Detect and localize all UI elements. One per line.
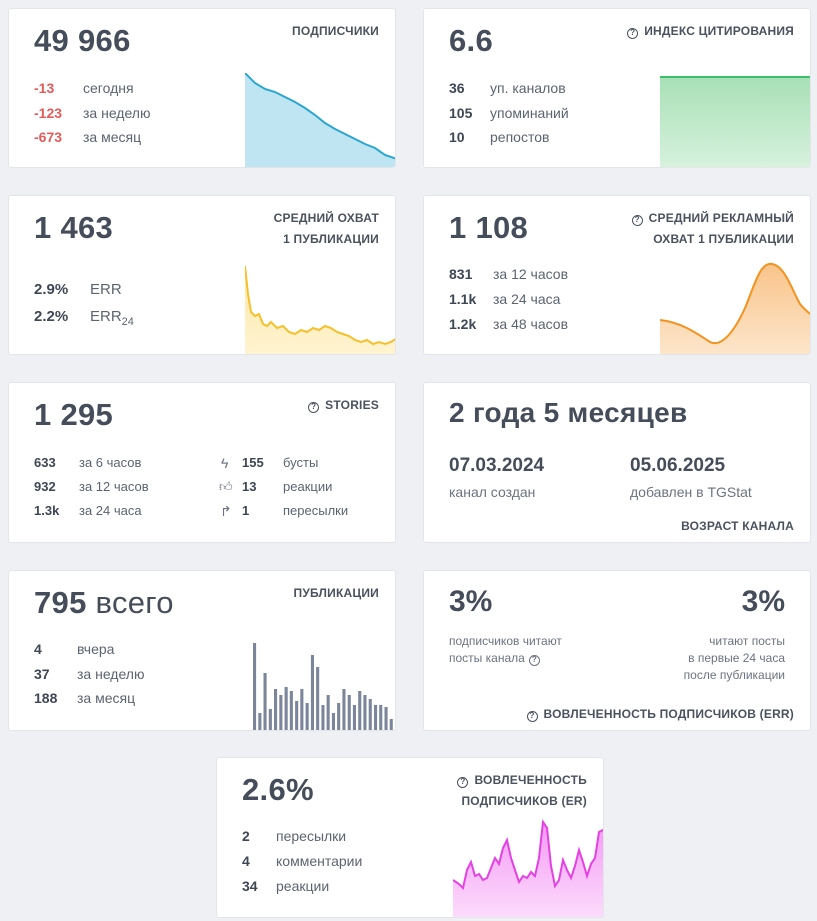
publications-bar (337, 703, 341, 730)
stories-title: ? STORIES (308, 395, 379, 416)
er-row-forwards: 2 пересылки (242, 828, 347, 844)
publications-bar (384, 707, 388, 730)
publications-bar (379, 705, 383, 730)
channel-age-value: 2 года 5 месяцев (449, 397, 688, 428)
avg-reach-sparkline (245, 265, 395, 354)
er-sparkline (453, 819, 603, 917)
publications-row-yesterday: 4 вчера (34, 641, 115, 657)
added-date: 05.06.2025 (630, 455, 726, 476)
citation-card[interactable]: 6.6 ? ИНДЕКС ЦИТИРОВАНИЯ 36 уп. каналов 1… (423, 8, 811, 168)
publications-row-month: 188 за месяц (34, 690, 136, 706)
question-circle-icon[interactable]: ? (308, 402, 320, 413)
created-date: 07.03.2024 (449, 455, 545, 476)
publications-bar (284, 687, 288, 730)
ad-reach-value: 1 108 (449, 210, 529, 245)
channel-age-title: ВОЗРАСТ КАНАЛА (681, 519, 794, 533)
subscribers-sparkline (245, 73, 395, 167)
question-circle-icon[interactable]: ? (631, 215, 643, 226)
er-row-reactions: 34 реакции (242, 878, 330, 894)
publications-bar (289, 691, 293, 730)
er-card[interactable]: 2.6% ? ВОВЛЕЧЕННОСТЬ ПОДПИСЧИКОВ (ER) 2 п… (216, 757, 604, 918)
avg-reach-title: СРЕДНИЙ ОХВАТ 1 ПУБЛИКАЦИИ (273, 211, 379, 246)
publications-bar (263, 673, 267, 730)
err-left-value: 3% (449, 585, 493, 618)
question-circle-icon[interactable]: ? (528, 655, 540, 666)
publications-bar (342, 689, 346, 730)
er-row-comments: 4 комментарии (242, 853, 363, 869)
ad-reach-card[interactable]: 1 108 ? СРЕДНИЙ РЕКЛАМНЫЙ ОХВАТ 1 ПУБЛИКА… (423, 195, 811, 355)
channel-age-card[interactable]: 2 года 5 месяцев 07.03.2024 канал создан… (423, 382, 811, 543)
err24-row: 2.2% ERR24 (34, 308, 134, 328)
publications-bar (374, 705, 378, 730)
stories-card[interactable]: 1 295 ? STORIES 633 за 6 часов 932 за 12 … (8, 382, 396, 543)
publications-bar (253, 643, 257, 730)
citation-row-channels: 36 уп. каналов (449, 80, 566, 96)
publications-bar (310, 655, 314, 730)
err-card[interactable]: 3% подписчиков читают посты канала? 3% ч… (423, 570, 811, 731)
stories-row-6h: 633 за 6 часов (34, 455, 142, 470)
publications-bar (331, 713, 335, 730)
ad-reach-row-24h: 1.1k за 24 часа (449, 291, 561, 307)
publications-bar (279, 695, 283, 730)
er-title: ? ВОВЛЕЧЕННОСТЬ ПОДПИСЧИКОВ (ER) (457, 770, 587, 812)
stories-row-12h: 932 за 12 часов (34, 479, 149, 494)
citation-row-reposts: 10 репостов (449, 129, 550, 145)
publications-bar (363, 695, 367, 730)
publications-bar (274, 689, 278, 730)
publications-bar (300, 689, 304, 730)
publications-bar (268, 709, 272, 730)
stories-reactions: 👍︎ 13 реакции (219, 477, 389, 497)
publications-total: 795 всего (34, 585, 174, 620)
subscribers-title: ПОДПИСЧИКИ (292, 24, 379, 38)
subscribers-row-month: -673 за месяц (34, 129, 142, 145)
subscribers-row-week: -123 за неделю (34, 105, 151, 121)
ad-reach-sparkline (660, 262, 810, 354)
subscribers-card[interactable]: 49 966 ПОДПИСЧИКИ -13 сегодня -123 за не… (8, 8, 396, 168)
question-circle-icon[interactable]: ? (526, 711, 538, 722)
err-left-text: подписчиков читают посты канала? (449, 634, 562, 666)
lightning-icon: ϟ (221, 455, 229, 471)
created-label: канал создан (449, 484, 536, 500)
subscribers-row-today: -13 сегодня (34, 80, 134, 96)
publications-bar (389, 719, 393, 730)
stories-row-24h: 1.3k за 24 часа (34, 503, 142, 518)
publications-bar (347, 695, 351, 730)
err-right-value: 3% (741, 585, 785, 618)
publications-bar (352, 705, 356, 730)
publications-bar (326, 695, 330, 730)
er-value: 2.6% (242, 772, 314, 807)
thumbs-up-icon: 👍︎ (219, 479, 233, 494)
share-arrow-icon: ↱ (220, 503, 232, 519)
question-circle-icon[interactable]: ? (457, 777, 469, 788)
avg-reach-card[interactable]: 1 463 СРЕДНИЙ ОХВАТ 1 ПУБЛИКАЦИИ 2.9% ER… (8, 195, 396, 355)
publications-bar (316, 667, 320, 730)
publications-bar (321, 705, 325, 730)
citation-row-mentions: 105 упоминаний (449, 105, 569, 121)
publications-bar (358, 691, 362, 730)
question-circle-icon[interactable]: ? (627, 28, 639, 39)
publications-card[interactable]: 795 всего ПУБЛИКАЦИИ 4 вчера 37 за недел… (8, 570, 396, 731)
publications-bar (305, 703, 309, 730)
err-title: ? ВОВЛЕЧЕННОСТЬ ПОДПИСЧИКОВ (ERR) (526, 704, 794, 725)
publications-row-week: 37 за неделю (34, 666, 145, 682)
publications-bar (295, 701, 299, 730)
publications-bar (368, 699, 372, 730)
stories-value: 1 295 (34, 397, 114, 432)
stories-forwards: ↱ 1 пересылки (220, 503, 349, 519)
citation-sparkline (660, 76, 810, 167)
stories-boosts: ϟ 155 бусты (221, 455, 319, 471)
added-label: добавлен в TGStat (630, 484, 752, 500)
err-row: 2.9% ERR (34, 281, 122, 298)
citation-index-value: 6.6 (449, 23, 493, 58)
ad-reach-row-48h: 1.2k за 48 часов (449, 316, 569, 332)
publications-bar-chart (253, 643, 393, 730)
ad-reach-title: ? СРЕДНИЙ РЕКЛАМНЫЙ ОХВАТ 1 ПУБЛИКАЦИИ (631, 208, 794, 250)
publications-bar (258, 713, 262, 730)
publications-title: ПУБЛИКАЦИИ (293, 586, 379, 600)
err-right-text: читают посты в первые 24 часа после публ… (683, 634, 785, 682)
subscribers-count: 49 966 (34, 23, 131, 58)
ad-reach-row-12h: 831 за 12 часов (449, 266, 569, 282)
avg-reach-value: 1 463 (34, 210, 114, 245)
citation-title: ? ИНДЕКС ЦИТИРОВАНИЯ (627, 21, 794, 42)
